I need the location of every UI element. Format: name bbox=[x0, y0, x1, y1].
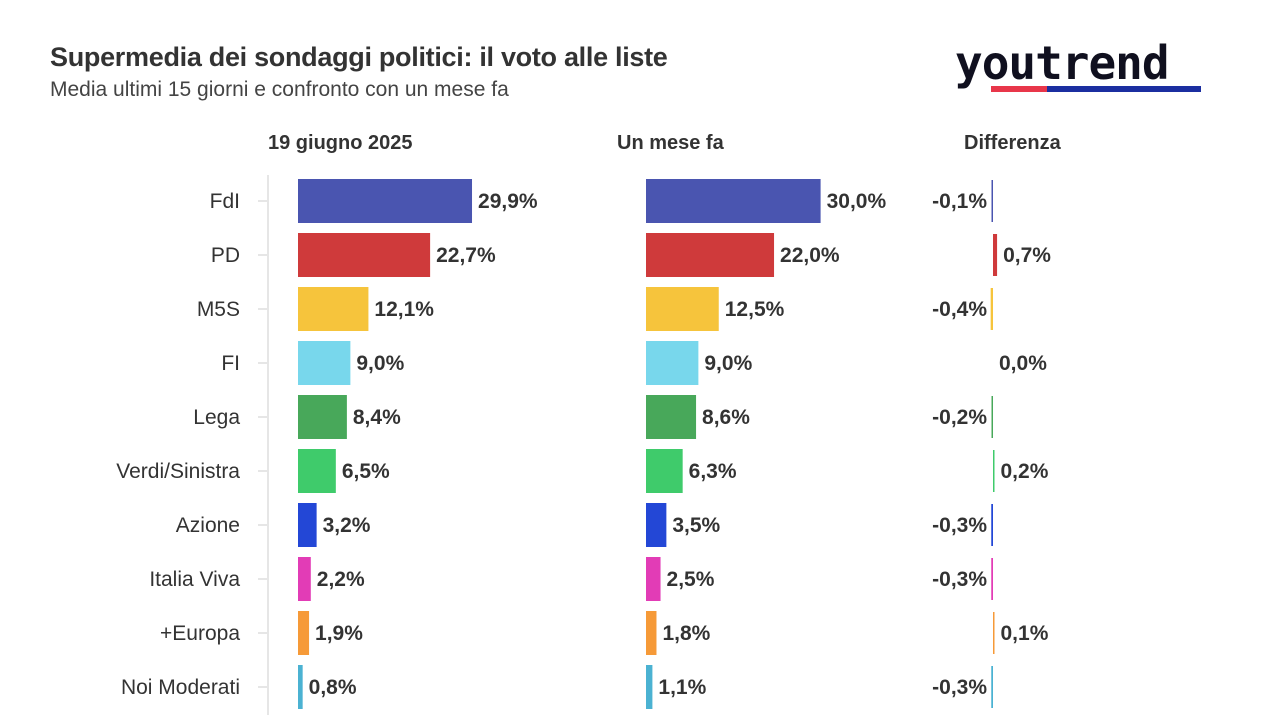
value-label-current: 9,0% bbox=[356, 352, 404, 375]
value-label-difference: -0,3% bbox=[932, 568, 987, 591]
value-label-current: 2,2% bbox=[317, 568, 365, 591]
header-current: 19 giugno 2025 bbox=[268, 132, 413, 154]
bar-month-ago bbox=[646, 449, 683, 493]
value-label-month-ago: 22,0% bbox=[780, 244, 840, 267]
bar-difference bbox=[990, 288, 993, 330]
value-label-month-ago: 30,0% bbox=[827, 190, 887, 213]
value-label-difference: 0,2% bbox=[1001, 460, 1049, 483]
bar-difference bbox=[991, 180, 993, 222]
bar-current bbox=[298, 449, 336, 493]
value-label-month-ago: 1,8% bbox=[662, 622, 710, 645]
value-label-difference: 0,0% bbox=[999, 352, 1047, 375]
category-label: FdI bbox=[210, 190, 240, 213]
bar-month-ago bbox=[646, 665, 653, 709]
bar-difference bbox=[991, 666, 993, 708]
value-label-difference: 0,7% bbox=[1003, 244, 1051, 267]
bar-month-ago bbox=[646, 503, 667, 547]
bar-difference bbox=[993, 612, 995, 654]
bar-current bbox=[298, 611, 310, 655]
youtrend-logo: youtrend bbox=[955, 38, 1205, 98]
value-label-difference: -0,1% bbox=[932, 190, 987, 213]
value-label-difference: -0,3% bbox=[932, 514, 987, 537]
bar-month-ago bbox=[646, 611, 657, 655]
value-label-month-ago: 9,0% bbox=[704, 352, 752, 375]
bar-current bbox=[298, 179, 473, 223]
category-label: Lega bbox=[193, 406, 240, 429]
category-label: M5S bbox=[197, 298, 240, 321]
bar-month-ago bbox=[646, 341, 699, 385]
bar-current bbox=[298, 395, 347, 439]
value-label-month-ago: 6,3% bbox=[689, 460, 737, 483]
value-label-month-ago: 3,5% bbox=[672, 514, 720, 537]
header-month-ago: Un mese fa bbox=[617, 132, 725, 154]
category-label: PD bbox=[211, 244, 240, 267]
bar-month-ago bbox=[646, 557, 661, 601]
category-label: Noi Moderati bbox=[121, 676, 240, 699]
bar-difference bbox=[993, 450, 995, 492]
value-label-month-ago: 12,5% bbox=[725, 298, 785, 321]
value-label-current: 0,8% bbox=[309, 676, 357, 699]
category-label: Italia Viva bbox=[149, 568, 240, 591]
bar-month-ago bbox=[646, 233, 775, 277]
bar-current bbox=[298, 503, 317, 547]
bar-current bbox=[298, 233, 431, 277]
value-label-difference: -0,4% bbox=[932, 298, 987, 321]
value-label-current: 1,9% bbox=[315, 622, 363, 645]
value-label-month-ago: 1,1% bbox=[658, 676, 706, 699]
logo-text: youtrend bbox=[955, 36, 1170, 90]
value-label-current: 22,7% bbox=[436, 244, 496, 267]
chart-title: Supermedia dei sondaggi politici: il vot… bbox=[50, 42, 668, 72]
bar-difference bbox=[991, 504, 993, 546]
category-label: FI bbox=[221, 352, 240, 375]
value-label-current: 6,5% bbox=[342, 460, 390, 483]
value-label-difference: 0,1% bbox=[1001, 622, 1049, 645]
category-label: +Europa bbox=[160, 622, 240, 645]
value-label-current: 29,9% bbox=[478, 190, 538, 213]
bar-month-ago bbox=[646, 179, 821, 223]
category-label: Verdi/Sinistra bbox=[116, 460, 240, 483]
logo-red-bar bbox=[991, 86, 1047, 92]
bar-difference bbox=[991, 558, 993, 600]
logo-blue-bar bbox=[1047, 86, 1201, 92]
value-label-difference: -0,3% bbox=[932, 676, 987, 699]
bar-current bbox=[298, 287, 369, 331]
chart-subtitle: Media ultimi 15 giorni e confronto con u… bbox=[50, 78, 509, 101]
value-label-current: 3,2% bbox=[323, 514, 371, 537]
value-label-current: 12,1% bbox=[374, 298, 434, 321]
value-label-current: 8,4% bbox=[353, 406, 401, 429]
value-label-month-ago: 8,6% bbox=[702, 406, 750, 429]
bar-current bbox=[298, 341, 351, 385]
bar-difference bbox=[993, 234, 998, 276]
bar-month-ago bbox=[646, 395, 697, 439]
bar-current bbox=[298, 557, 311, 601]
category-label: Azione bbox=[176, 514, 240, 537]
bar-difference bbox=[991, 396, 993, 438]
bar-month-ago bbox=[646, 287, 719, 331]
bar-current bbox=[298, 665, 303, 709]
header-difference: Differenza bbox=[964, 132, 1062, 154]
value-label-month-ago: 2,5% bbox=[667, 568, 715, 591]
value-label-difference: -0,2% bbox=[932, 406, 987, 429]
